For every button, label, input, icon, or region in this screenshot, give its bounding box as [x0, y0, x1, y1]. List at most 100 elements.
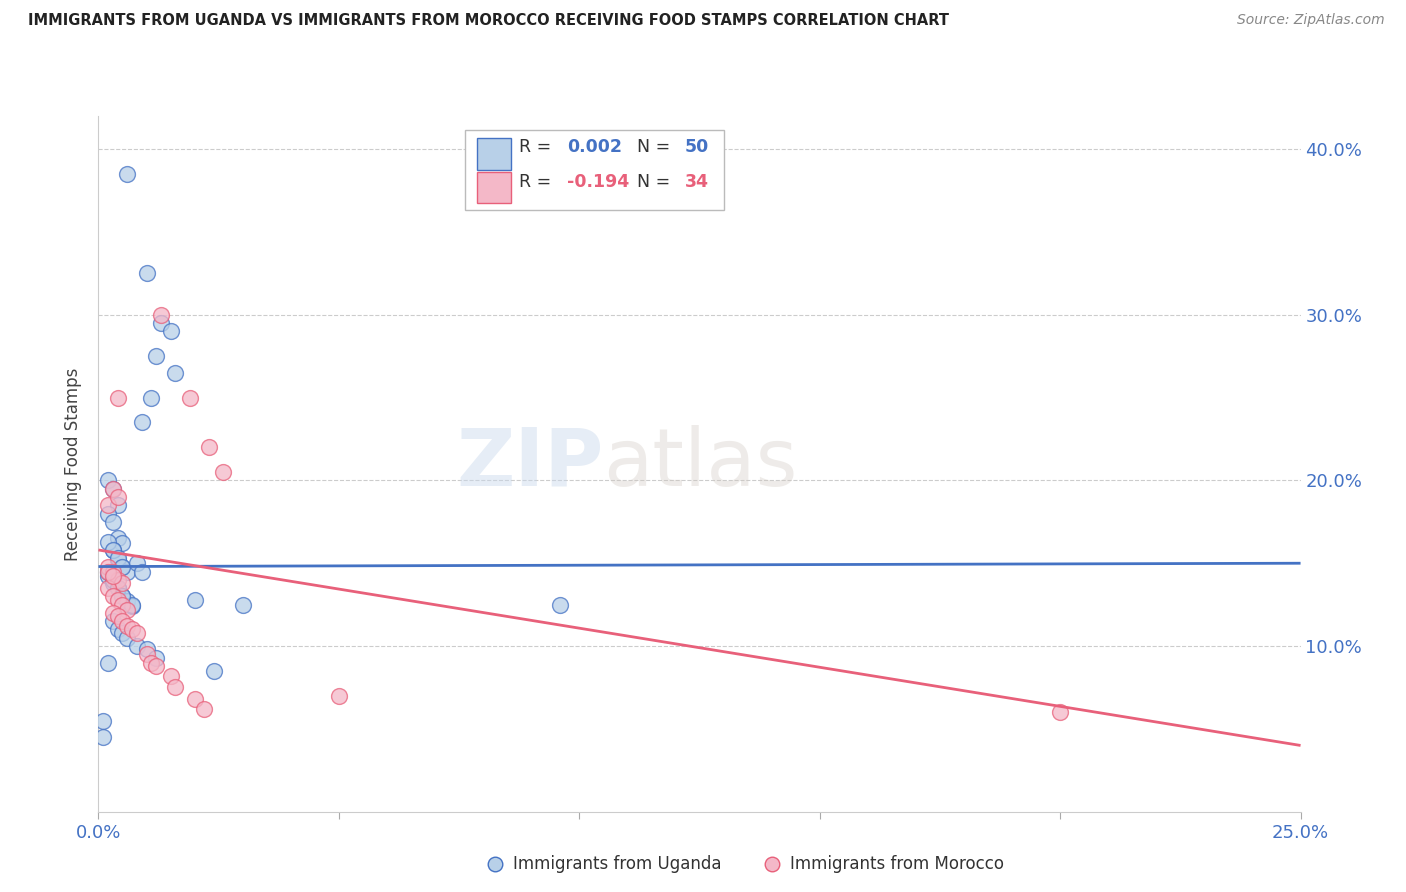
Y-axis label: Receiving Food Stamps: Receiving Food Stamps: [65, 368, 83, 560]
Point: [159, 669, 181, 683]
Point: [111, 536, 134, 550]
Point: [111, 614, 134, 628]
Point: [107, 581, 129, 595]
Point: [117, 167, 139, 181]
Point: [97, 581, 120, 595]
Text: N =: N =: [637, 173, 676, 191]
Text: 34: 34: [685, 173, 709, 191]
Point: [145, 349, 167, 363]
Point: [97, 474, 120, 488]
Point: [107, 391, 129, 405]
Point: [165, 366, 187, 380]
Point: [131, 565, 153, 579]
Point: [107, 623, 129, 637]
Point: [232, 598, 254, 612]
Point: [111, 590, 134, 604]
Point: [107, 609, 129, 624]
Point: [97, 569, 120, 583]
Point: [111, 559, 134, 574]
Point: [91, 714, 114, 728]
Text: Immigrants from Uganda: Immigrants from Uganda: [513, 855, 721, 873]
Point: [101, 482, 124, 496]
Point: [121, 599, 143, 614]
Point: [111, 559, 134, 574]
FancyBboxPatch shape: [465, 130, 724, 210]
Point: [111, 598, 134, 612]
Point: [149, 316, 172, 330]
Text: N =: N =: [637, 138, 676, 156]
Point: [121, 598, 143, 612]
Point: [107, 573, 129, 587]
Point: [149, 308, 172, 322]
Point: [101, 614, 124, 628]
Point: [97, 534, 120, 549]
Point: [117, 631, 139, 645]
Point: [198, 440, 221, 454]
Point: [107, 592, 129, 607]
Point: [111, 625, 134, 640]
Point: [179, 391, 201, 405]
Text: atlas: atlas: [603, 425, 797, 503]
Point: [101, 569, 124, 583]
Point: [107, 498, 129, 512]
Point: [107, 553, 129, 567]
Point: [117, 602, 139, 616]
Point: [101, 543, 124, 558]
Point: [101, 565, 124, 579]
Point: [141, 656, 163, 670]
Point: [141, 391, 163, 405]
Point: [202, 664, 225, 678]
Point: [107, 551, 129, 566]
Point: [135, 648, 157, 662]
Text: R =: R =: [519, 173, 557, 191]
FancyBboxPatch shape: [477, 171, 510, 203]
Point: [165, 681, 187, 695]
Text: IMMIGRANTS FROM UGANDA VS IMMIGRANTS FROM MOROCCO RECEIVING FOOD STAMPS CORRELAT: IMMIGRANTS FROM UGANDA VS IMMIGRANTS FRO…: [28, 13, 949, 29]
Point: [135, 266, 157, 280]
Point: [125, 556, 148, 570]
Point: [131, 416, 153, 430]
Point: [101, 573, 124, 587]
Point: [117, 619, 139, 633]
Point: [193, 702, 215, 716]
Point: [97, 498, 120, 512]
Point: [212, 465, 235, 479]
Text: ZIP: ZIP: [456, 425, 603, 503]
Point: [125, 625, 148, 640]
Point: [107, 490, 129, 504]
Text: R =: R =: [519, 138, 557, 156]
Text: 0.002: 0.002: [567, 138, 623, 156]
Point: [145, 650, 167, 665]
Point: [111, 590, 134, 604]
Point: [183, 692, 205, 706]
Point: [121, 623, 143, 637]
Point: [101, 606, 124, 620]
Point: [107, 581, 129, 595]
FancyBboxPatch shape: [477, 138, 510, 169]
Point: [97, 565, 120, 579]
Point: [97, 565, 120, 579]
Point: [125, 639, 148, 653]
Point: [145, 659, 167, 673]
Point: [101, 576, 124, 591]
Point: [97, 559, 120, 574]
Text: -0.194: -0.194: [567, 173, 630, 191]
Point: [183, 592, 205, 607]
Point: [328, 689, 350, 703]
Point: [101, 482, 124, 496]
Text: 50: 50: [685, 138, 709, 156]
Text: Source: ZipAtlas.com: Source: ZipAtlas.com: [1237, 13, 1385, 28]
Point: [111, 576, 134, 591]
Point: [97, 656, 120, 670]
Point: [117, 565, 139, 579]
Point: [107, 532, 129, 546]
Point: [101, 515, 124, 529]
Text: Immigrants from Morocco: Immigrants from Morocco: [790, 855, 1004, 873]
Point: [117, 594, 139, 608]
Point: [159, 324, 181, 338]
Point: [548, 598, 571, 612]
Point: [1049, 706, 1071, 720]
Point: [101, 543, 124, 558]
Point: [91, 730, 114, 744]
Point: [135, 642, 157, 657]
